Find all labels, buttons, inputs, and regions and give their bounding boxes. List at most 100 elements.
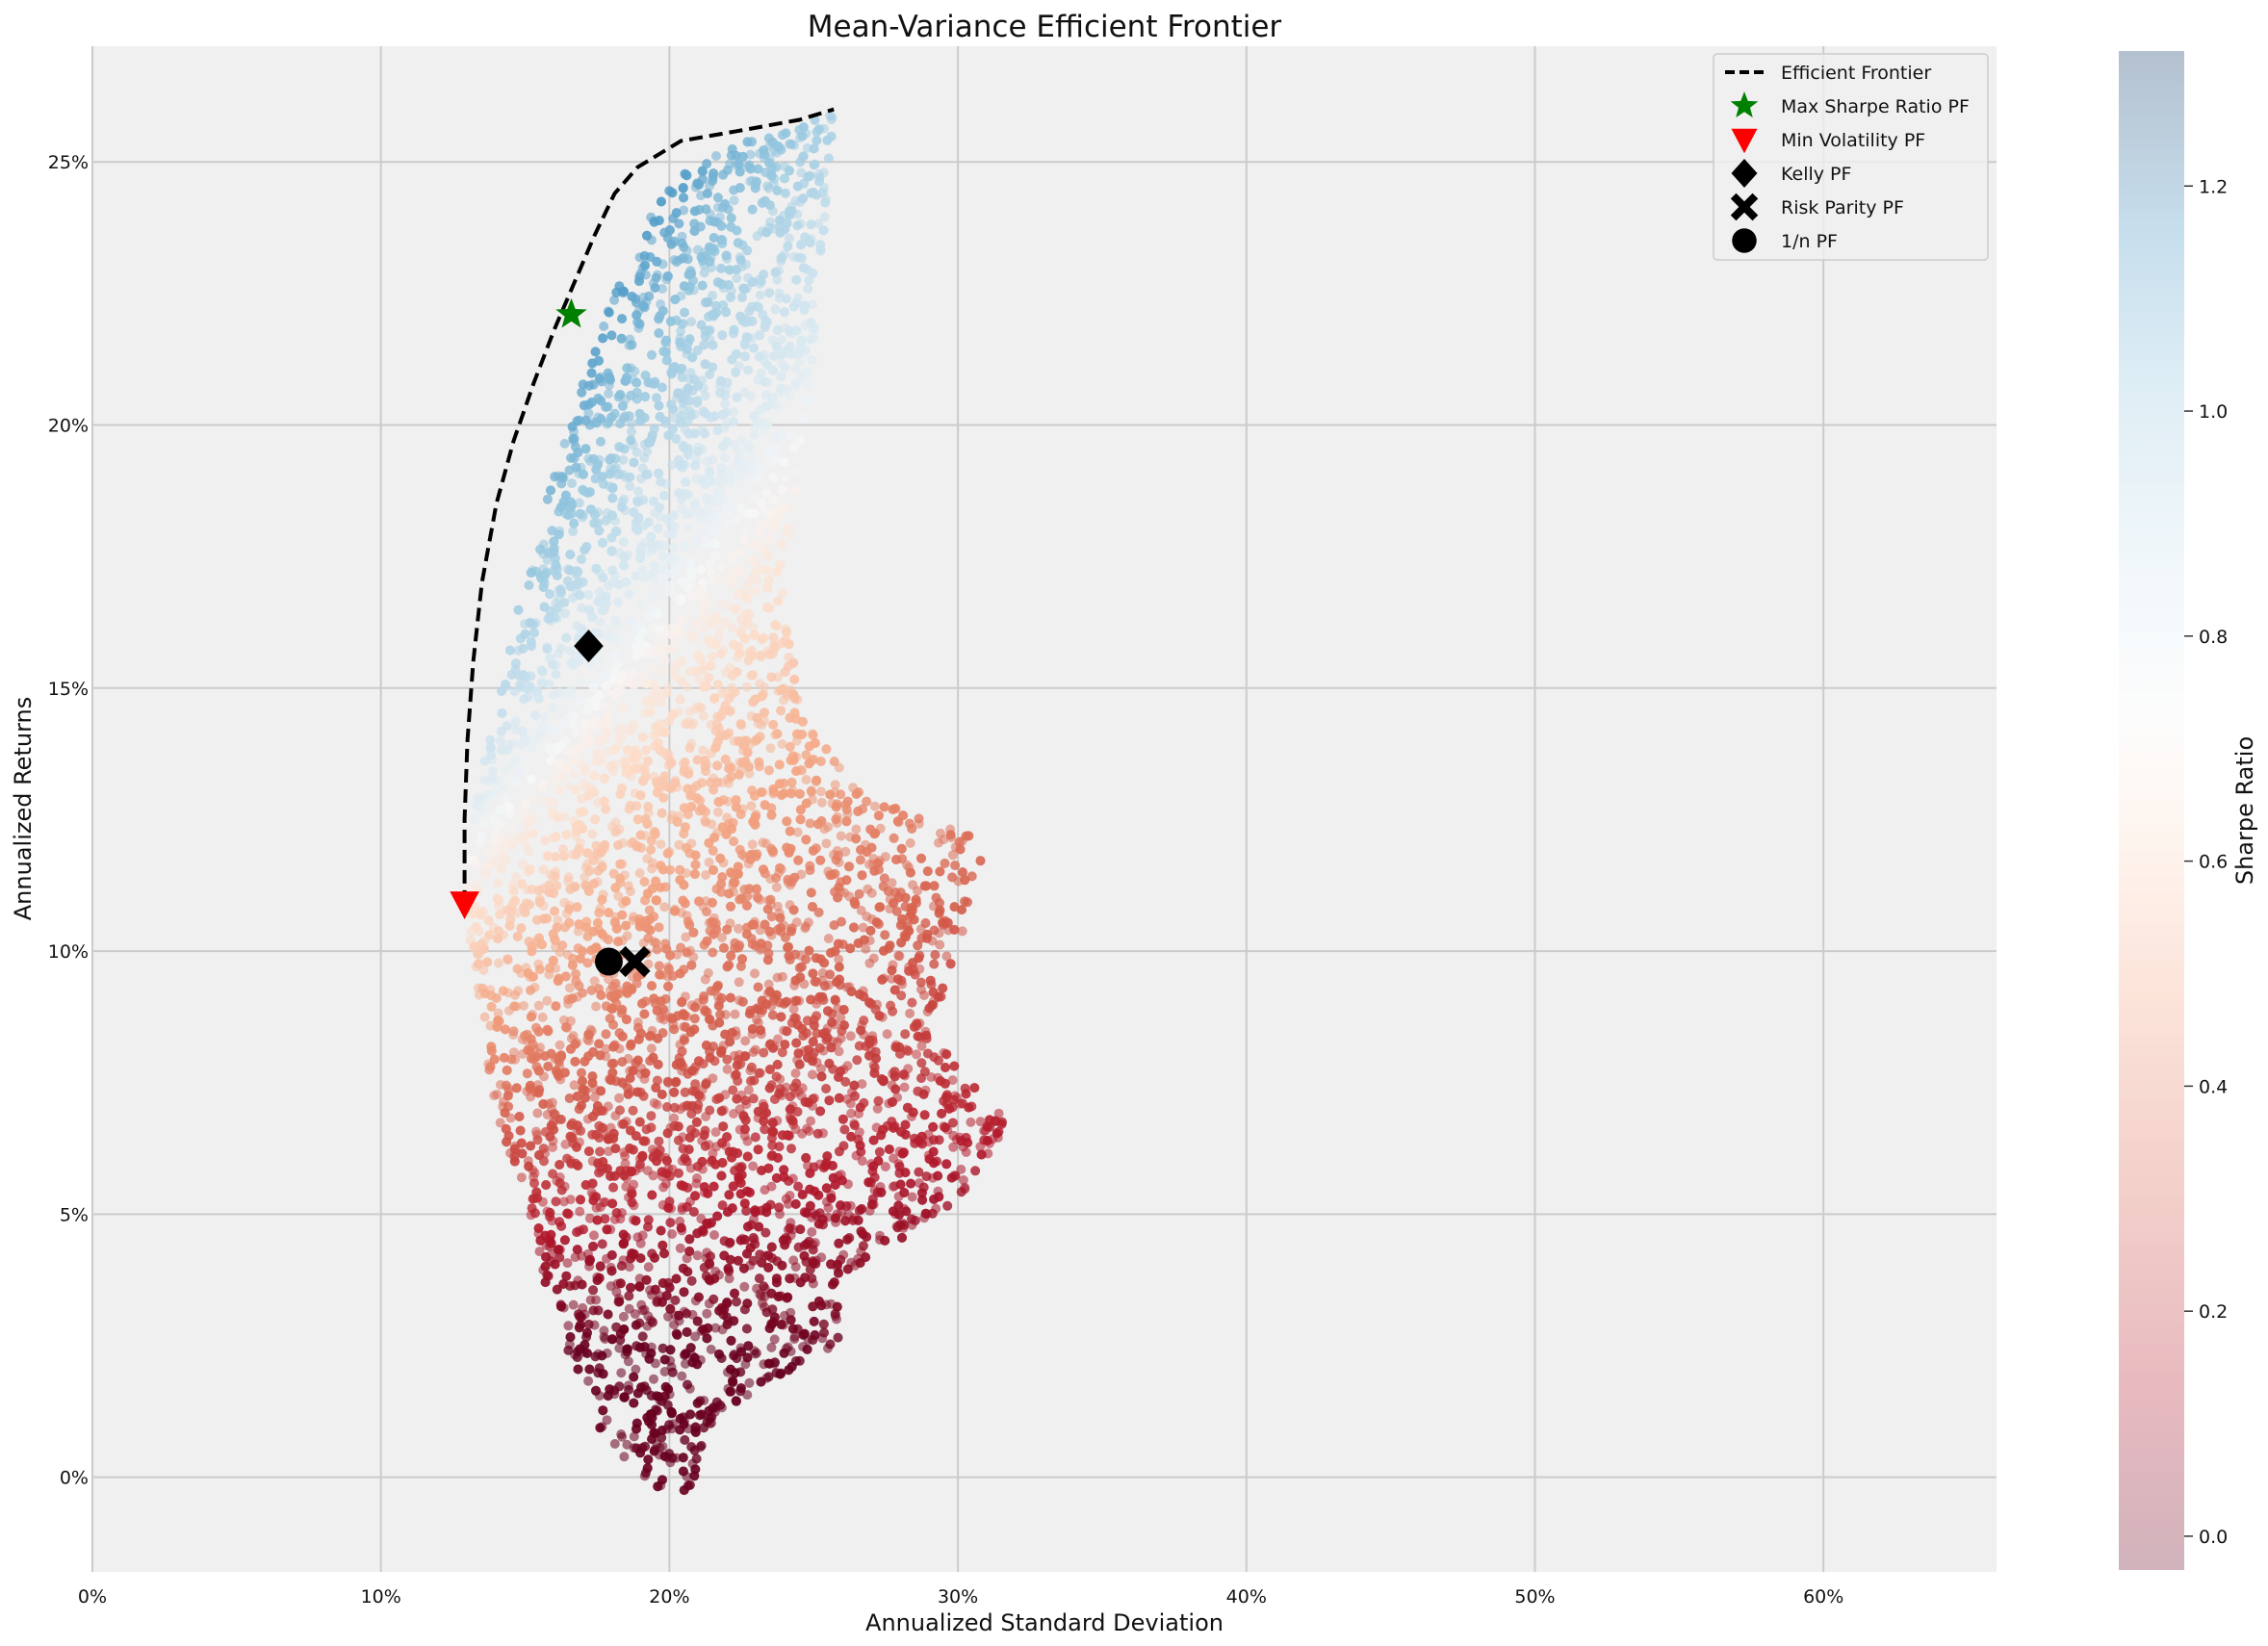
portfolio-point [493, 958, 503, 968]
portfolio-point [761, 488, 772, 499]
portfolio-point [880, 852, 890, 862]
portfolio-point [772, 274, 783, 285]
portfolio-point [748, 623, 759, 633]
portfolio-point [566, 692, 577, 703]
portfolio-point [496, 735, 505, 746]
portfolio-point [576, 677, 586, 687]
portfolio-point [734, 977, 744, 988]
portfolio-point [747, 839, 758, 850]
portfolio-point [577, 603, 587, 613]
portfolio-point [790, 364, 801, 373]
portfolio-point [624, 1303, 634, 1314]
portfolio-point [729, 1109, 738, 1119]
portfolio-point [698, 623, 709, 633]
portfolio-point [739, 387, 750, 398]
portfolio-point [692, 1250, 703, 1261]
portfolio-point [750, 968, 760, 979]
portfolio-point [602, 747, 612, 758]
portfolio-point [560, 608, 570, 619]
portfolio-point [629, 1431, 639, 1442]
portfolio-point [774, 293, 785, 303]
portfolio-point [512, 908, 523, 918]
portfolio-point [595, 1202, 606, 1213]
portfolio-point [542, 554, 553, 565]
portfolio-point [599, 702, 609, 711]
portfolio-point [539, 711, 550, 722]
portfolio-point [866, 887, 877, 898]
portfolio-point [646, 1043, 657, 1054]
portfolio-point [496, 818, 506, 829]
portfolio-point [542, 995, 553, 1006]
portfolio-point [912, 1049, 921, 1060]
portfolio-point [958, 1175, 968, 1185]
portfolio-point [642, 854, 653, 863]
portfolio-point [722, 1064, 733, 1074]
portfolio-point [746, 450, 757, 460]
portfolio-point [562, 1258, 573, 1269]
portfolio-point [589, 976, 600, 987]
portfolio-cloud [464, 111, 1007, 1496]
portfolio-point [788, 1004, 799, 1015]
portfolio-point [476, 832, 486, 842]
portfolio-point [634, 868, 645, 879]
portfolio-point [553, 915, 563, 926]
portfolio-point [714, 625, 725, 635]
portfolio-point [621, 1181, 631, 1192]
portfolio-point [692, 1173, 702, 1183]
portfolio-point [658, 637, 669, 648]
portfolio-point [704, 857, 714, 867]
portfolio-point [611, 463, 622, 473]
portfolio-point [502, 792, 512, 803]
portfolio-point [602, 1415, 612, 1426]
portfolio-point [698, 710, 709, 721]
portfolio-point [511, 871, 522, 882]
portfolio-point [765, 217, 776, 227]
portfolio-point [741, 682, 752, 692]
portfolio-point [525, 864, 535, 875]
portfolio-point [619, 494, 630, 504]
portfolio-point [882, 1029, 892, 1040]
portfolio-point [899, 1082, 910, 1093]
portfolio-point [731, 514, 741, 525]
portfolio-point [861, 943, 871, 954]
portfolio-point [595, 617, 606, 628]
portfolio-point [464, 883, 475, 893]
portfolio-point [623, 881, 633, 891]
portfolio-point [794, 356, 805, 367]
portfolio-point [554, 1040, 565, 1050]
portfolio-point [534, 1247, 545, 1257]
portfolio-point [470, 813, 479, 824]
portfolio-point [533, 1000, 544, 1011]
portfolio-point [823, 934, 834, 943]
portfolio-point [730, 1009, 740, 1019]
portfolio-point [692, 244, 703, 255]
portfolio-point [657, 666, 667, 677]
portfolio-point [846, 1108, 857, 1119]
portfolio-point [656, 839, 666, 850]
portfolio-point [583, 1376, 594, 1386]
portfolio-point [777, 588, 787, 599]
portfolio-point [894, 951, 905, 962]
portfolio-point [823, 822, 834, 833]
portfolio-point [708, 1073, 718, 1084]
portfolio-point [957, 926, 967, 937]
portfolio-point [599, 321, 609, 331]
portfolio-point [643, 1262, 654, 1273]
portfolio-point [699, 268, 709, 278]
portfolio-point [732, 273, 742, 283]
portfolio-point [734, 923, 744, 934]
portfolio-point [777, 971, 787, 982]
portfolio-point [555, 643, 566, 654]
portfolio-point [677, 1371, 687, 1381]
portfolio-point [547, 1097, 557, 1108]
portfolio-point [684, 707, 695, 717]
portfolio-point [563, 1321, 574, 1331]
portfolio-point [658, 1182, 669, 1193]
portfolio-point [975, 1117, 986, 1127]
portfolio-point [750, 492, 760, 502]
portfolio-point [627, 418, 636, 428]
portfolio-point [834, 954, 844, 964]
portfolio-point [841, 1093, 852, 1104]
portfolio-point [627, 426, 636, 437]
portfolio-point [639, 452, 650, 463]
